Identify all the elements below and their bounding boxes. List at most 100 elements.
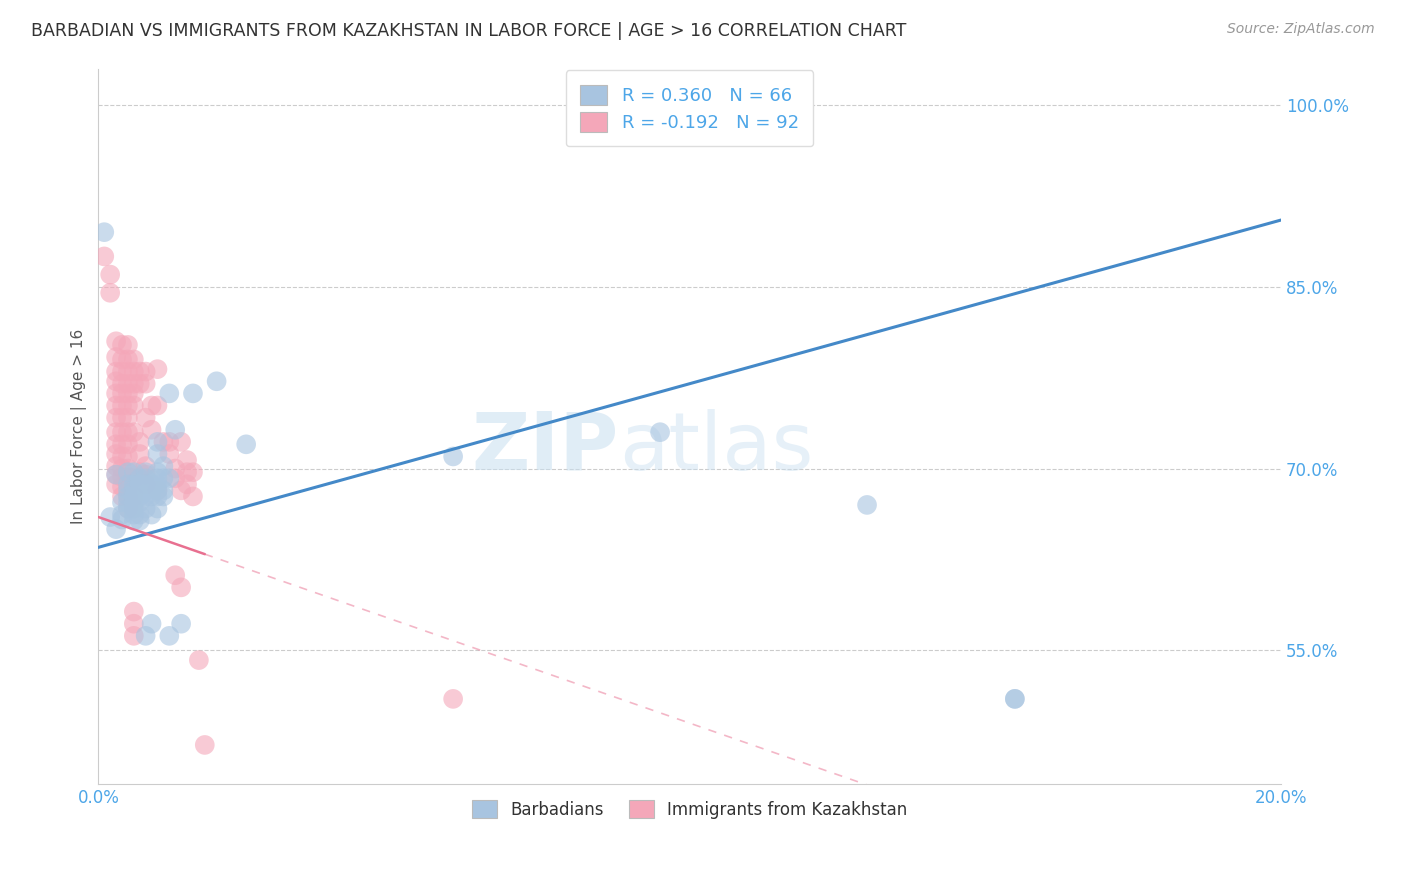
Point — [117, 450, 139, 464]
Point — [170, 580, 193, 594]
Point — [111, 399, 134, 413]
Point — [135, 467, 157, 482]
Point — [135, 465, 157, 479]
Point — [128, 434, 150, 449]
Point — [235, 437, 257, 451]
Point — [194, 738, 217, 752]
Point — [111, 365, 134, 379]
Point — [117, 470, 139, 484]
Point — [128, 471, 150, 485]
Point — [170, 483, 193, 498]
Point — [146, 477, 169, 491]
Point — [205, 374, 228, 388]
Point — [128, 465, 150, 479]
Point — [165, 423, 187, 437]
Point — [176, 477, 198, 491]
Point — [146, 471, 169, 485]
Point — [128, 514, 150, 528]
Point — [117, 365, 139, 379]
Point — [128, 477, 150, 491]
Point — [98, 285, 121, 300]
Point — [111, 425, 134, 440]
Point — [111, 490, 134, 504]
Point — [122, 376, 145, 391]
Point — [441, 691, 464, 706]
Point — [122, 471, 145, 485]
Point — [128, 490, 150, 504]
Point — [122, 477, 145, 491]
Point — [165, 461, 187, 475]
Text: atlas: atlas — [619, 409, 813, 486]
Point — [105, 447, 128, 461]
Point — [157, 629, 180, 643]
Point — [122, 352, 145, 367]
Point — [157, 434, 180, 449]
Point — [135, 629, 157, 643]
Point — [122, 616, 145, 631]
Point — [111, 386, 134, 401]
Point — [122, 365, 145, 379]
Point — [105, 425, 128, 440]
Point — [135, 477, 157, 491]
Point — [176, 465, 198, 479]
Point — [135, 376, 157, 391]
Point — [181, 490, 204, 504]
Point — [111, 508, 134, 522]
Point — [128, 376, 150, 391]
Point — [117, 461, 139, 475]
Point — [648, 425, 671, 440]
Point — [1004, 691, 1026, 706]
Point — [111, 352, 134, 367]
Point — [135, 471, 157, 485]
Point — [1004, 691, 1026, 706]
Point — [128, 495, 150, 509]
Legend: Barbadians, Immigrants from Kazakhstan: Barbadians, Immigrants from Kazakhstan — [465, 794, 914, 825]
Point — [105, 399, 128, 413]
Point — [122, 399, 145, 413]
Point — [93, 225, 115, 239]
Point — [856, 498, 879, 512]
Point — [141, 399, 163, 413]
Point — [122, 495, 145, 509]
Point — [117, 410, 139, 425]
Point — [117, 376, 139, 391]
Point — [105, 410, 128, 425]
Point — [128, 483, 150, 498]
Point — [111, 461, 134, 475]
Point — [111, 512, 134, 526]
Point — [98, 510, 121, 524]
Point — [105, 374, 128, 388]
Point — [117, 399, 139, 413]
Point — [122, 508, 145, 522]
Point — [105, 386, 128, 401]
Point — [146, 483, 169, 498]
Point — [135, 365, 157, 379]
Y-axis label: In Labor Force | Age > 16: In Labor Force | Age > 16 — [72, 328, 87, 524]
Point — [117, 501, 139, 516]
Point — [105, 334, 128, 349]
Point — [117, 477, 139, 491]
Point — [117, 465, 139, 479]
Point — [105, 467, 128, 482]
Point — [135, 501, 157, 516]
Point — [105, 477, 128, 491]
Point — [141, 483, 163, 498]
Point — [111, 480, 134, 494]
Point — [170, 616, 193, 631]
Point — [111, 376, 134, 391]
Text: BARBADIAN VS IMMIGRANTS FROM KAZAKHSTAN IN LABOR FORCE | AGE > 16 CORRELATION CH: BARBADIAN VS IMMIGRANTS FROM KAZAKHSTAN … — [31, 22, 907, 40]
Point — [157, 447, 180, 461]
Point — [105, 350, 128, 364]
Point — [122, 425, 145, 440]
Point — [146, 399, 169, 413]
Point — [105, 522, 128, 536]
Point — [152, 434, 174, 449]
Point — [141, 423, 163, 437]
Point — [105, 459, 128, 474]
Point — [122, 490, 145, 504]
Point — [135, 410, 157, 425]
Point — [135, 490, 157, 504]
Point — [117, 501, 139, 516]
Point — [117, 495, 139, 509]
Point — [111, 410, 134, 425]
